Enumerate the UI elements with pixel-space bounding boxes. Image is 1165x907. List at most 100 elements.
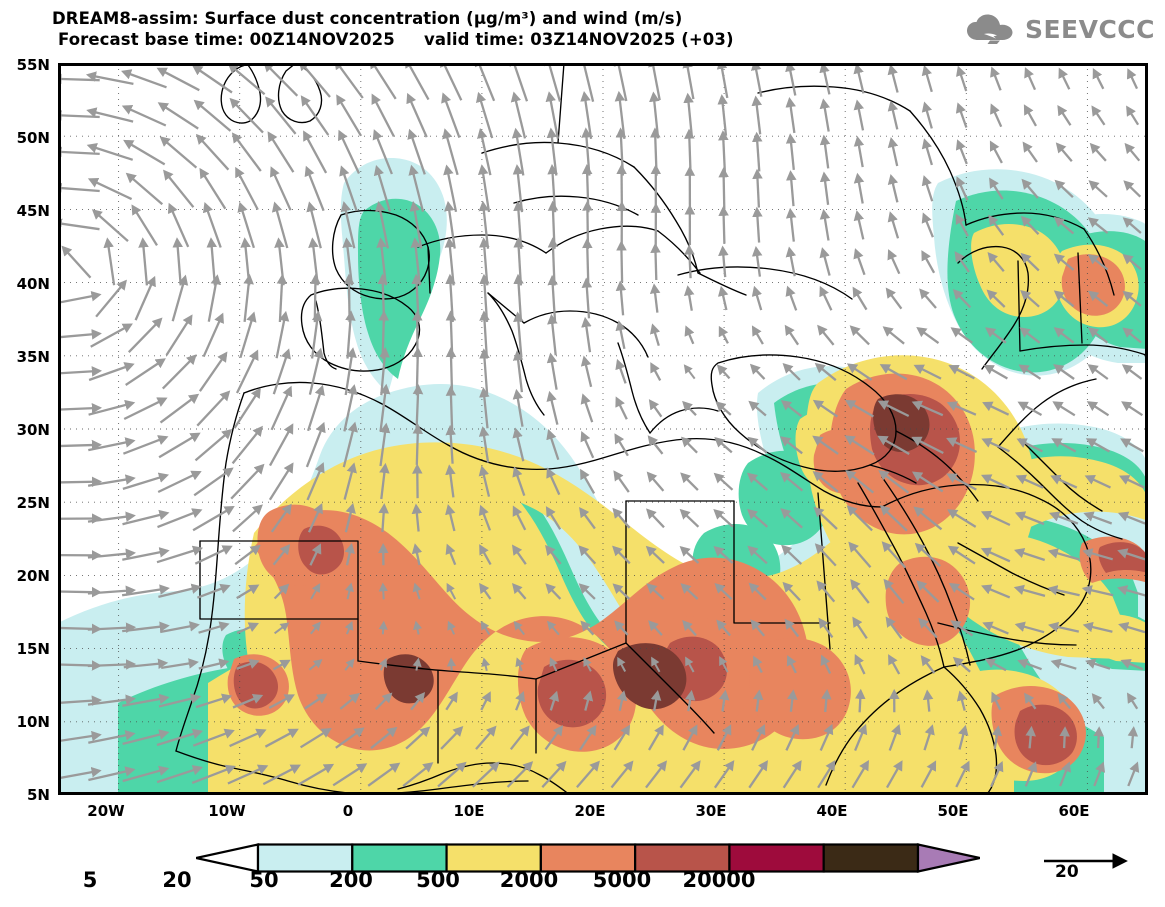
x-tick-label-40e: 40E bbox=[816, 802, 848, 820]
wind-vector-arrow-icon bbox=[648, 620, 663, 636]
wind-vector-field bbox=[58, 63, 1147, 789]
wind-vector-arrow-icon bbox=[1057, 104, 1072, 126]
y-tick-label-50n: 50N bbox=[16, 129, 50, 147]
wind-vector-arrow-icon bbox=[1087, 364, 1109, 380]
wind-vector-arrow-icon bbox=[852, 286, 868, 311]
wind-vector-arrow-icon bbox=[58, 730, 102, 743]
wind-vector-arrow-icon bbox=[480, 620, 491, 635]
wind-vector-arrow-icon bbox=[308, 659, 323, 671]
wind-vector-arrow-icon bbox=[443, 164, 458, 213]
wind-vector-arrow-icon bbox=[748, 760, 768, 789]
wind-vector-arrow-icon bbox=[581, 164, 593, 213]
wind-vector-arrow-icon bbox=[582, 690, 594, 711]
wind-vector-arrow-icon bbox=[515, 690, 525, 711]
wind-vector-arrow-icon bbox=[131, 204, 158, 247]
wind-vector-arrow-icon bbox=[877, 400, 910, 418]
wind-vector-arrow-icon bbox=[1087, 254, 1109, 271]
wind-vector-arrow-icon bbox=[648, 399, 663, 418]
wind-vector-arrow-icon bbox=[339, 165, 358, 212]
wind-vector-arrow-icon bbox=[58, 439, 102, 451]
wind-vector-arrow-icon bbox=[344, 542, 355, 566]
wind-vector-arrow-icon bbox=[580, 468, 596, 494]
wind-vector-arrow-icon bbox=[157, 470, 202, 494]
wind-vector-arrow-icon bbox=[1017, 401, 1043, 417]
wind-vector-arrow-icon bbox=[849, 325, 870, 346]
wind-vector-arrow-icon bbox=[578, 583, 596, 600]
wind-vector-arrow-icon bbox=[441, 92, 461, 139]
colorbar[interactable] bbox=[196, 843, 980, 873]
wind-vector-arrow-icon bbox=[1122, 290, 1142, 307]
wind-vector-arrow-icon bbox=[746, 472, 769, 491]
wind-vector-arrow-icon bbox=[273, 583, 290, 600]
wind-vector-arrow-icon bbox=[265, 96, 297, 135]
wind-vector-arrow-icon bbox=[271, 201, 289, 249]
wind-vector-arrow-icon bbox=[411, 273, 422, 323]
wind-vector-arrow-icon bbox=[371, 93, 395, 138]
wind-vector-arrow-icon bbox=[819, 208, 831, 241]
wind-vector-arrow-icon bbox=[121, 584, 170, 597]
wind-vector-arrow-icon bbox=[158, 693, 202, 708]
wind-vector-arrow-icon bbox=[447, 620, 456, 635]
wind-vector-arrow-icon bbox=[122, 765, 170, 783]
wind-vector-arrow-icon bbox=[373, 164, 392, 212]
wind-vector-arrow-icon bbox=[782, 760, 802, 789]
wind-vector-arrow-icon bbox=[1025, 725, 1036, 749]
wind-vector-arrow-icon bbox=[718, 245, 729, 278]
wind-vector-arrow-icon bbox=[746, 508, 769, 528]
wind-vector-arrow-icon bbox=[479, 582, 492, 600]
wind-vector-arrow-icon bbox=[914, 542, 941, 567]
wind-vector-arrow-icon bbox=[61, 245, 92, 279]
wind-vector-arrow-icon bbox=[645, 545, 665, 564]
wind-vector-arrow-icon bbox=[58, 476, 102, 488]
colorbar-label-50: 50 bbox=[249, 868, 279, 892]
wind-vector-arrow-icon bbox=[852, 616, 868, 640]
colorbar-label-20: 20 bbox=[162, 868, 192, 892]
wind-vector-arrow-icon bbox=[85, 71, 134, 86]
wind-vector-arrow-icon bbox=[513, 200, 524, 249]
wind-vector-arrow-icon bbox=[717, 94, 728, 136]
wind-vector-arrow-icon bbox=[989, 140, 1003, 164]
wind-vector-arrow-icon bbox=[947, 509, 977, 528]
wind-vector-arrow-icon bbox=[680, 436, 698, 454]
wind-vector-arrow-icon bbox=[546, 620, 560, 636]
wind-vector-arrow-icon bbox=[236, 622, 259, 635]
colorbar-label-5000: 5000 bbox=[592, 868, 652, 892]
wind-vector-arrow-icon bbox=[58, 402, 102, 414]
wind-vector-arrow-icon bbox=[983, 364, 1008, 380]
wind-vector-arrow-icon bbox=[512, 164, 524, 213]
wind-vector-arrow-icon bbox=[335, 727, 365, 749]
wind-vector-arrow-icon bbox=[980, 510, 1011, 527]
wind-vector-arrow-icon bbox=[812, 399, 839, 418]
wind-vector-arrow-icon bbox=[781, 544, 803, 565]
wind-vector-arrow-icon bbox=[853, 135, 865, 168]
wind-vector-arrow-icon bbox=[231, 425, 263, 465]
colorbar-band bbox=[822, 843, 920, 873]
wind-vector-arrow-icon bbox=[306, 462, 325, 501]
wind-vector-arrow-icon bbox=[581, 277, 593, 319]
wind-vector-arrow-icon bbox=[199, 167, 227, 210]
wind-vector-arrow-icon bbox=[1086, 401, 1110, 417]
wind-vector-arrow-icon bbox=[445, 424, 456, 464]
wind-vector-arrow-icon bbox=[239, 311, 257, 359]
wind-vector-arrow-icon bbox=[1084, 475, 1111, 489]
wind-vector-arrow-icon bbox=[1059, 761, 1072, 787]
wind-vector-arrow-icon bbox=[206, 237, 218, 286]
map-canvas[interactable] bbox=[58, 63, 1148, 795]
wind-vector-arrow-icon bbox=[851, 760, 869, 789]
wind-vector-arrow-icon bbox=[1019, 327, 1041, 344]
wind-vector-arrow-icon bbox=[1091, 105, 1106, 126]
wind-vector-arrow-icon bbox=[718, 325, 729, 344]
wind-vector-arrow-icon bbox=[440, 726, 464, 750]
wind-vector-arrow-icon bbox=[90, 323, 133, 348]
wind-vector-arrow-icon bbox=[134, 275, 156, 321]
wind-vector-arrow-icon bbox=[1082, 621, 1113, 633]
wind-vector-arrow-icon bbox=[274, 622, 290, 635]
wind-vector-arrow-icon bbox=[785, 207, 797, 242]
wind-vector-arrow-icon bbox=[785, 724, 800, 751]
wind-vector-arrow-icon bbox=[990, 66, 1002, 91]
dust-concentration-map[interactable] bbox=[58, 63, 1148, 795]
y-tick-label-30n: 30N bbox=[16, 421, 50, 439]
wind-vector-arrow-icon bbox=[650, 362, 662, 381]
wind-vector-arrow-icon bbox=[227, 764, 269, 785]
wind-vector-arrow-icon bbox=[236, 658, 260, 670]
